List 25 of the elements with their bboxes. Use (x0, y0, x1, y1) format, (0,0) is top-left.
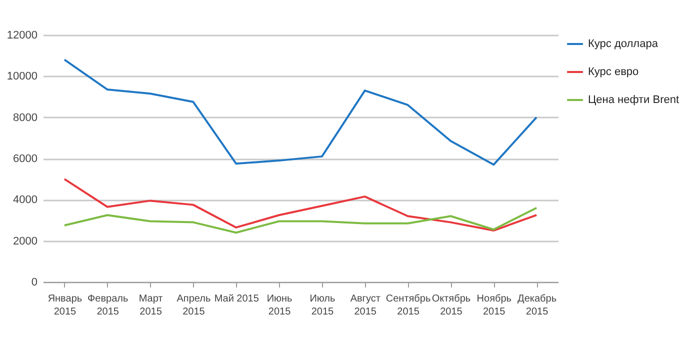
x-tick-label: Сентябрь 2015 (386, 294, 431, 318)
y-tick-label: 10000 (6, 70, 38, 83)
y-tick-label: 4000 (13, 194, 38, 206)
y-tick-label: 2000 (13, 235, 38, 248)
x-tick-label: Июнь 2015 (266, 294, 292, 318)
x-tick-label: Март 2015 (138, 294, 164, 318)
legend-label: Курс евро (588, 66, 639, 78)
x-tick-label: Июль 2015 (310, 294, 336, 318)
line-series (63, 178, 538, 232)
x-tick-label: Август 2015 (350, 294, 381, 318)
legend-label: Цена нефти Brent (588, 94, 680, 106)
x-tick-label: Ноябрь 2015 (476, 294, 512, 318)
y-tick-label: 0 (31, 276, 38, 288)
y-tick-label: 8000 (13, 112, 38, 124)
y-tick-label: 12000 (6, 30, 38, 42)
x-tick-label: Декабрь 2015 (518, 294, 557, 318)
y-tick-label: 6000 (13, 153, 38, 165)
x-tick-label: Октябрь 2015 (432, 294, 471, 318)
x-tick-label: Май 2015 (214, 294, 260, 304)
line-series (63, 58, 538, 166)
x-tick-label: Апрель 2015 (176, 294, 211, 318)
line-series (63, 206, 538, 234)
legend-label: Курс доллара (588, 38, 659, 50)
x-tick-label: Февраль 2015 (88, 294, 128, 318)
x-tick-label: Январь 2015 (48, 294, 82, 318)
